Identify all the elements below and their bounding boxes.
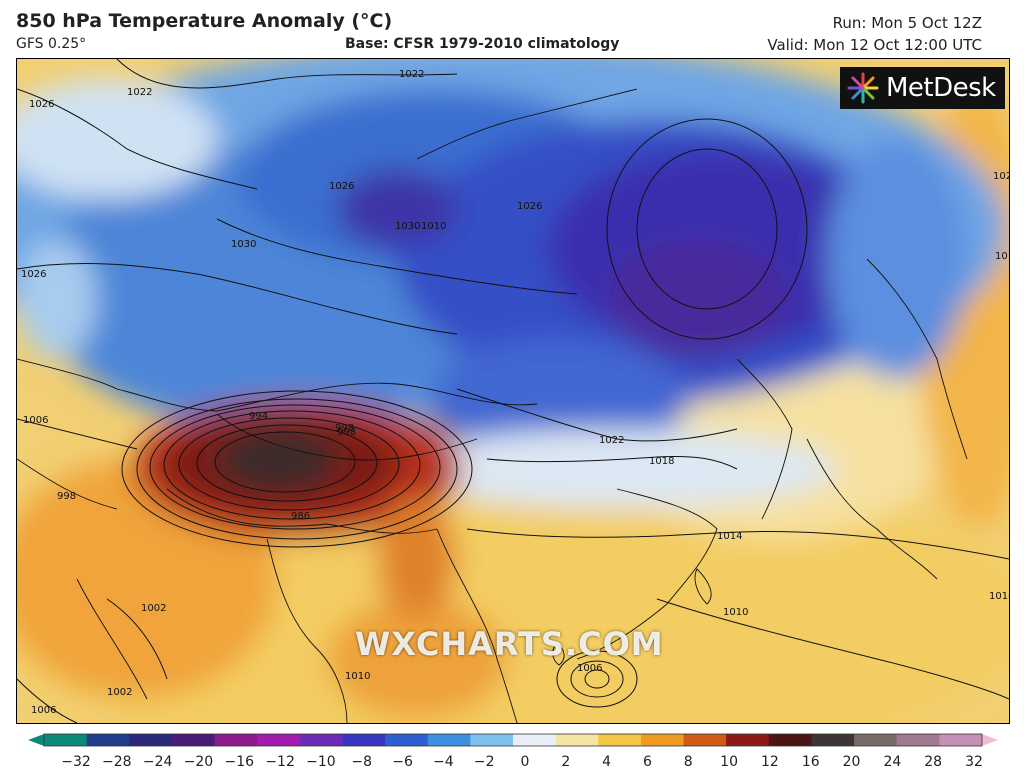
colorbar-tick-label: −16 [224,754,254,770]
colorbar-tick-label: −12 [265,754,295,770]
model-label: GFS 0.25° [16,36,87,52]
isobar-label: 998 [57,491,76,502]
colorbar-tick-label: −32 [61,754,91,770]
isobar-label: 1026 [21,269,46,280]
isobar-label: 998 [337,427,356,438]
isobar-label: 1002 [107,687,132,698]
colorbar-segment [896,734,940,746]
colorbar-min-arrow [28,734,44,746]
isobar-label: 1026 [517,201,542,212]
isobars [17,59,1009,723]
isobar-labels: 1022 1022 1026 1026 1030 1030 1026 1026 … [21,69,1009,716]
colorbar-segment [257,734,301,746]
colorbar-segment [44,734,88,746]
colorbar-tick-label: −6 [392,754,413,770]
metdesk-burst-icon [847,72,879,104]
colorbar-tick-label: 16 [802,754,820,770]
isobar-label: 1006 [23,415,48,426]
colorbar-segment [342,734,386,746]
colorbar-frame [43,733,983,747]
isobar-label: 1014 [717,531,742,542]
colorbar-segment [683,734,727,746]
isobar-label: 1030 [395,221,420,232]
colorbar-segment [811,734,855,746]
colorbar-tick-label: −8 [351,754,372,770]
colorbar-tick-label: 20 [843,754,861,770]
isobar-label: 1010 [421,221,446,232]
isobar-label: 1026 [29,99,54,110]
colorbar-tick-label: −2 [474,754,495,770]
anomaly-field [17,59,1009,723]
isobar-label: 1026 [993,171,1009,182]
colorbar-tick-label: 24 [883,754,901,770]
colorbar-segment [768,734,812,746]
isobar-label: 1030 [231,239,256,250]
colorbar-max-arrow [982,734,998,746]
colorbar-tick-label: 32 [965,754,983,770]
colorbar-segment [171,734,216,746]
colorbar-tick-label: 2 [561,754,570,770]
colorbar-segment [726,734,770,746]
isobar-label: 1010 [989,591,1009,602]
colorbar-segment [385,734,429,746]
colorbar-segment [470,734,514,746]
isobar-label: 1002 [141,603,166,614]
colorbar-segment [555,734,599,746]
colorbar-tick-label: 28 [924,754,942,770]
isobar-label: 1022 [127,87,152,98]
colorbar-tick-label: −28 [102,754,132,770]
metdesk-logo: MetDesk [840,67,1005,109]
colorbar-tick-label: 10 [720,754,738,770]
isobar-label: 994 [249,411,268,422]
colorbar-segment [427,734,471,746]
logo-text: MetDesk [886,73,996,103]
colorbar-tick-label: 6 [643,754,652,770]
colorbar-segment [299,734,343,746]
colorbar-tick-label: 4 [602,754,611,770]
isobar-label: 1006 [577,663,602,674]
colorbar-tick-label: −24 [143,754,173,770]
colorbar-segment [598,734,642,746]
isobar-label: 1022 [599,435,624,446]
colorbar-segment [640,734,685,746]
isobar-label: 986 [291,511,310,522]
colorbar-tick-label: −4 [433,754,454,770]
run-time-label: Run: Mon 5 Oct 12Z [832,14,982,32]
colorbar-segment [939,734,983,746]
isobar-label: 1022 [399,69,424,80]
colorbar-segment [854,734,898,746]
valid-time-label: Valid: Mon 12 Oct 12:00 UTC [767,36,982,54]
colorbar-tick-label: 8 [684,754,693,770]
colorbar-tick-label: 12 [761,754,779,770]
wxcharts-watermark: WXCHARTS.COM [355,625,664,663]
isobar-label: 1014 [995,251,1009,262]
isobar-label: 1018 [649,456,674,467]
colorbar-tick-label: −20 [184,754,214,770]
colorbar-tick-label: 0 [521,754,530,770]
isobar-label: 1010 [345,671,370,682]
anomaly-map: 1022 1022 1026 1026 1030 1030 1026 1026 … [16,58,1010,724]
map-canvas: 1022 1022 1026 1026 1030 1030 1026 1026 … [17,59,1009,723]
colorbar: −32 −28 −24 −20 −16 −12 −10 −8 −6 −4 −2 0 2 4 6 8 10 12 16… [28,733,998,770]
isobar-label: 1006 [31,705,56,716]
isobar-label: 1010 [723,607,748,618]
colorbar-segment [129,734,173,746]
colorbar-tick-label: −10 [306,754,336,770]
isobar-label: 1026 [329,181,354,192]
colorbar-segment [214,734,258,746]
climatology-base-label: Base: CFSR 1979-2010 climatology [345,36,620,52]
colorbar-segment [513,734,557,746]
colorbar-segment [86,734,130,746]
isobar-label: 998 [335,423,354,434]
chart-title: 850 hPa Temperature Anomaly (°C) [16,10,393,32]
